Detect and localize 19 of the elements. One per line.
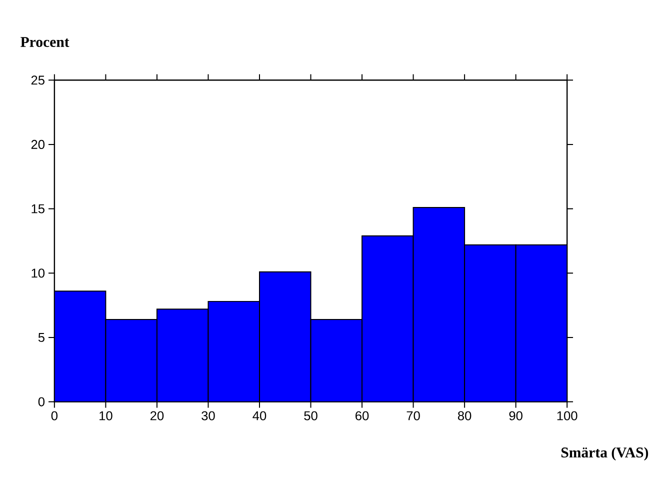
y-axis-title: Procent xyxy=(20,37,70,48)
x-tick-label: 0 xyxy=(51,411,58,420)
y-tick-label: 15 xyxy=(32,204,44,214)
y-tick-label: 10 xyxy=(32,268,45,278)
y-tick-label: 5 xyxy=(38,333,44,342)
x-tick-label: 80 xyxy=(458,411,472,420)
x-tick-label: 50 xyxy=(304,411,318,420)
x-tick-label: 10 xyxy=(100,411,112,420)
y-tick-label: 20 xyxy=(31,140,45,150)
y-tick-label: 25 xyxy=(31,76,44,85)
x-tick-label: 70 xyxy=(406,411,420,420)
x-tick-label: 100 xyxy=(557,411,578,420)
y-tick-label: 0 xyxy=(38,397,45,406)
x-tick-label: 90 xyxy=(509,411,522,420)
x-tick-label: 20 xyxy=(150,411,164,420)
x-tick-label: 30 xyxy=(202,411,215,420)
x-tick-label: 60 xyxy=(356,411,369,420)
x-axis-title: Smärta (VAS) xyxy=(561,447,648,461)
x-tick-label: 40 xyxy=(252,411,266,420)
